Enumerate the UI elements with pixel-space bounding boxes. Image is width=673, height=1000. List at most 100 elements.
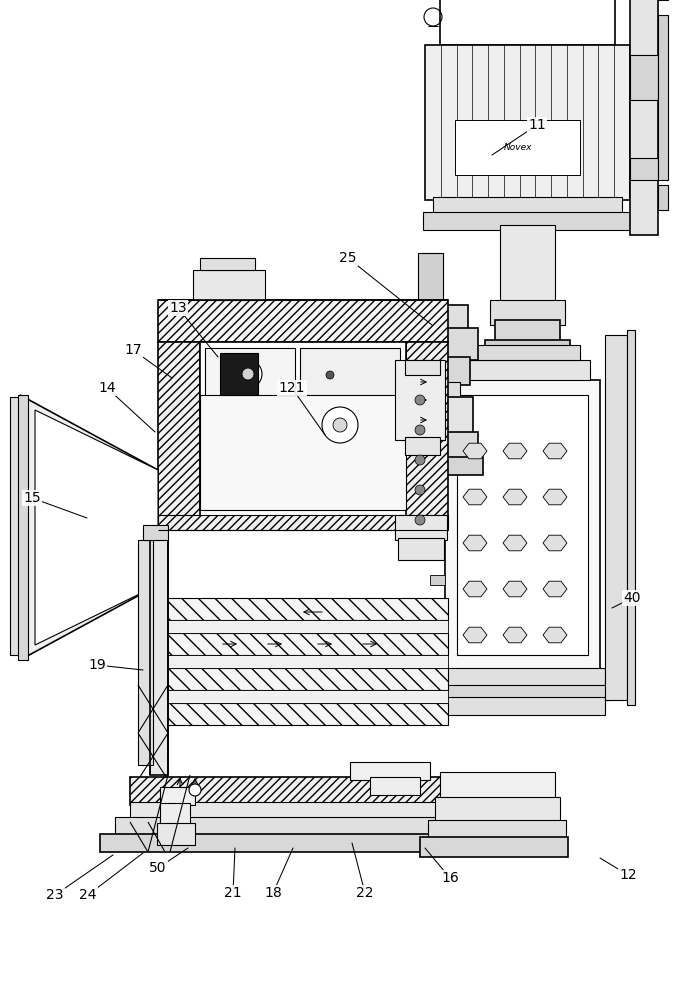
Circle shape <box>415 395 425 405</box>
Bar <box>455 120 580 175</box>
Bar <box>158 633 448 655</box>
Bar <box>627 330 635 705</box>
Bar <box>10 397 25 655</box>
Bar <box>158 703 448 725</box>
Bar <box>393 305 468 330</box>
Bar <box>428 820 566 840</box>
Bar <box>430 575 445 585</box>
Bar <box>465 345 580 360</box>
Bar <box>158 598 448 620</box>
Text: 16: 16 <box>441 871 459 885</box>
Text: 23: 23 <box>46 888 64 902</box>
Polygon shape <box>543 443 567 459</box>
Bar <box>158 515 448 530</box>
Bar <box>130 777 460 805</box>
Bar <box>420 837 568 857</box>
Text: 19: 19 <box>88 658 106 672</box>
Bar <box>630 158 658 180</box>
Text: 12: 12 <box>619 868 637 882</box>
Circle shape <box>415 485 425 495</box>
Polygon shape <box>463 627 487 643</box>
Bar <box>440 0 615 45</box>
Circle shape <box>415 425 425 435</box>
Bar <box>490 362 565 380</box>
Polygon shape <box>543 581 567 597</box>
Bar <box>391 357 470 385</box>
Bar <box>658 185 668 210</box>
Bar <box>430 625 445 635</box>
Bar <box>418 253 443 305</box>
Polygon shape <box>463 489 487 505</box>
Bar <box>157 823 195 845</box>
Bar <box>160 803 190 825</box>
Bar <box>158 668 448 690</box>
Bar <box>383 328 478 360</box>
Bar <box>395 515 447 540</box>
Bar <box>401 382 460 400</box>
Bar <box>143 525 168 540</box>
Text: 21: 21 <box>224 886 242 900</box>
Bar <box>495 320 560 345</box>
Bar <box>445 380 600 670</box>
Circle shape <box>333 418 347 432</box>
Bar <box>630 55 658 100</box>
Bar <box>395 360 445 440</box>
Bar <box>115 817 475 837</box>
Text: 17: 17 <box>125 343 142 357</box>
Bar <box>405 437 440 455</box>
Bar <box>425 45 630 200</box>
Bar <box>500 225 555 305</box>
Bar <box>430 525 445 535</box>
Bar <box>406 342 448 520</box>
Polygon shape <box>20 395 158 660</box>
Polygon shape <box>463 581 487 597</box>
Circle shape <box>189 784 201 796</box>
Circle shape <box>415 455 425 465</box>
Polygon shape <box>543 627 567 643</box>
Bar <box>138 540 153 765</box>
Text: 15: 15 <box>23 491 41 505</box>
Bar <box>370 777 420 795</box>
Bar <box>100 834 490 852</box>
Bar <box>485 340 570 365</box>
Bar <box>193 270 265 300</box>
Polygon shape <box>35 410 158 645</box>
Bar <box>405 360 440 375</box>
Circle shape <box>242 368 254 380</box>
Polygon shape <box>503 489 527 505</box>
Bar <box>430 425 445 435</box>
Bar <box>300 348 400 400</box>
Text: 11: 11 <box>528 118 546 132</box>
Bar <box>150 527 168 775</box>
Bar <box>440 668 605 688</box>
Text: 22: 22 <box>356 886 374 900</box>
Bar <box>630 0 658 235</box>
Bar <box>220 353 258 395</box>
Bar <box>160 787 195 805</box>
Bar <box>378 457 483 475</box>
Polygon shape <box>463 443 487 459</box>
Bar <box>457 395 588 655</box>
Bar <box>440 697 605 715</box>
Polygon shape <box>503 581 527 597</box>
Circle shape <box>326 371 334 379</box>
Bar <box>383 432 478 460</box>
Bar <box>605 335 627 700</box>
Bar <box>388 397 473 435</box>
Text: Novex: Novex <box>503 143 532 152</box>
Polygon shape <box>503 443 527 459</box>
Bar <box>440 772 555 800</box>
Bar <box>455 360 590 380</box>
Text: 18: 18 <box>264 886 282 900</box>
Polygon shape <box>463 535 487 551</box>
Bar <box>130 802 460 820</box>
Bar <box>435 797 560 822</box>
Text: 24: 24 <box>79 888 97 902</box>
Polygon shape <box>503 535 527 551</box>
Circle shape <box>322 407 358 443</box>
Text: 13: 13 <box>169 301 187 315</box>
Bar <box>158 342 200 520</box>
Bar <box>433 197 622 215</box>
Circle shape <box>415 515 425 525</box>
Bar <box>658 15 668 180</box>
